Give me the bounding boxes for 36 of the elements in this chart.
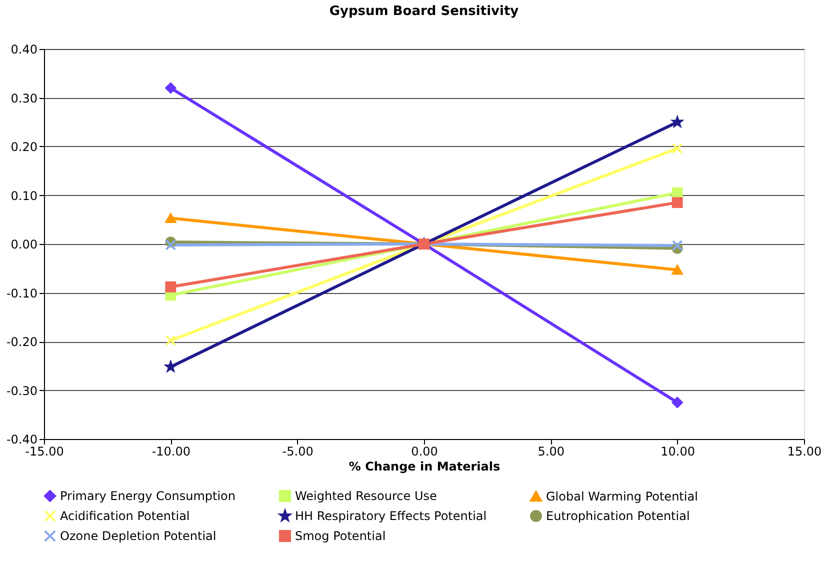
x-tick-label: -10.00 <box>152 444 191 458</box>
chart-title: Gypsum Board Sensitivity <box>329 4 520 19</box>
legend-label: Acidification Potential <box>60 509 190 523</box>
point <box>672 240 683 251</box>
point <box>165 361 176 372</box>
x-tick-label: 15.00 <box>787 444 822 458</box>
point <box>672 142 683 154</box>
point <box>672 187 683 198</box>
point <box>165 281 176 292</box>
legend-label: HH Respiratory Effects Potential <box>295 509 487 523</box>
x-axis-title: % Change in Materials <box>348 460 500 474</box>
legend-label: Smog Potential <box>295 529 386 543</box>
legend-label: Ozone Depletion Potential <box>60 529 216 543</box>
point <box>165 240 176 250</box>
legend-label: Weighted Resource Use <box>295 489 437 503</box>
x-tick-label: -15.00 <box>25 444 64 458</box>
legend-label: Global Warming Potential <box>546 489 698 504</box>
x-tick-label: 0.00 <box>411 444 438 458</box>
y-tick-label: 0.40 <box>10 42 38 56</box>
point <box>672 396 683 408</box>
y-tick-label: -0.20 <box>6 335 38 349</box>
y-tick-label: 0.20 <box>10 140 38 154</box>
x-tick-label: -5.00 <box>282 444 314 458</box>
y-tick-label: -0.40 <box>6 432 38 446</box>
y-tick-label: -0.30 <box>6 384 38 398</box>
legend-label: Primary Energy Consumption <box>60 489 236 503</box>
y-tick-label: 0.00 <box>10 238 38 252</box>
point <box>165 335 176 346</box>
point <box>672 197 683 208</box>
point <box>165 82 176 94</box>
x-tick-label: 5.00 <box>538 444 565 458</box>
x-tick-label: 10.00 <box>660 444 696 458</box>
y-tick-label: 0.10 <box>10 188 38 203</box>
y-tick-label: -0.10 <box>6 286 38 300</box>
legend-label: Eutrophication Potential <box>546 509 690 523</box>
y-tick-label: 0.30 <box>10 91 38 106</box>
